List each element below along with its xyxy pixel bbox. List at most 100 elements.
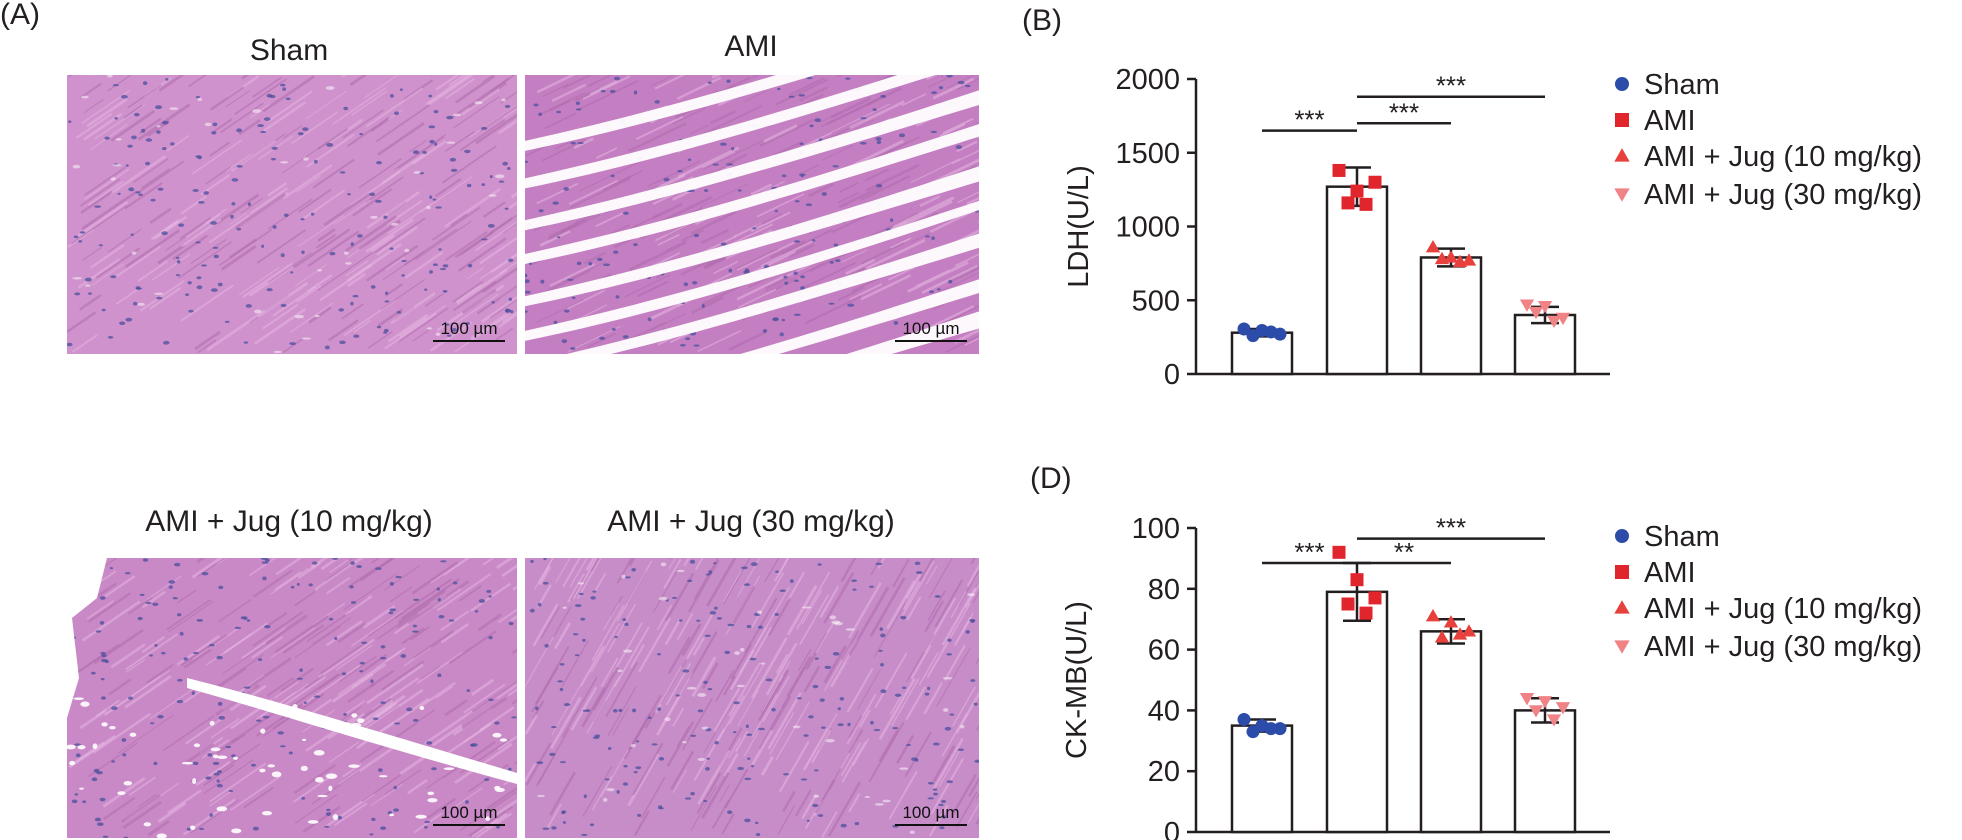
panel-a-letter: (A): [0, 0, 40, 31]
histology-image-sham: 100 µm: [67, 75, 517, 354]
data-point: [1555, 702, 1571, 715]
data-point: [1359, 606, 1373, 620]
image-title-ami: AMI: [724, 30, 778, 63]
y-tick-label: 0: [1164, 359, 1180, 391]
data-point: [1350, 184, 1364, 198]
bar: [1325, 590, 1389, 834]
y-tick-label: 0: [1164, 817, 1180, 840]
panel-letter: (B): [1022, 4, 1062, 37]
significance-label: ***: [1389, 97, 1419, 127]
data-point: [1452, 627, 1468, 640]
data-point: [1264, 325, 1278, 339]
data-point: [1434, 251, 1450, 265]
image-title-jug10: AMI + Jug (10 mg/kg): [145, 505, 433, 538]
bar: [1419, 630, 1483, 834]
y-tick-label: 40: [1148, 695, 1180, 727]
histology-image-jug10: 100 µm: [67, 558, 517, 838]
data-point: [1425, 240, 1441, 253]
data-point: [1519, 299, 1535, 312]
bar: [1325, 185, 1389, 376]
data-point: [1537, 300, 1553, 314]
scale-bar-label: 100 µm: [440, 319, 498, 338]
legend-marker: [1615, 113, 1629, 127]
image-title-jug30: AMI + Jug (30 mg/kg): [607, 505, 895, 538]
data-point: [1368, 175, 1382, 189]
legend-label: AMI: [1644, 557, 1696, 589]
bar: [1513, 313, 1577, 376]
scale-bar-label: 100 µm: [902, 319, 960, 338]
data-point: [1341, 597, 1355, 611]
data-point: [1425, 609, 1441, 622]
legend-marker: [1614, 148, 1630, 162]
y-tick-label: 80: [1148, 574, 1180, 606]
data-point: [1341, 196, 1355, 210]
data-point: [1528, 705, 1544, 718]
tissue-texture: [67, 558, 517, 838]
scale-bar-label: 100 µm: [902, 803, 960, 822]
data-point: [1461, 624, 1477, 637]
data-point: [1519, 693, 1535, 706]
data-point: [1246, 329, 1260, 343]
scale-bar: 100 µm: [433, 804, 505, 826]
scale-bar: 100 µm: [895, 320, 967, 342]
legend-label: Sham: [1644, 521, 1720, 553]
data-point: [1546, 315, 1562, 329]
data-point: [1537, 696, 1553, 709]
y-axis-label: CK-MB(U/L): [1061, 601, 1093, 759]
data-point: [1452, 254, 1468, 268]
y-tick-label: 1000: [1115, 212, 1180, 244]
data-point: [1264, 722, 1278, 736]
y-tick-label: 60: [1148, 635, 1180, 667]
bar: [1513, 709, 1577, 834]
data-point: [1443, 615, 1459, 628]
data-point: [1350, 573, 1364, 587]
data-point: [1528, 306, 1544, 320]
legend-marker: [1615, 77, 1629, 91]
bar: [1230, 724, 1294, 834]
data-point: [1546, 714, 1562, 727]
tissue-texture: [67, 75, 517, 354]
significance-label: **: [1394, 537, 1414, 567]
significance-label: ***: [1294, 537, 1324, 567]
legend-label: AMI + Jug (30 mg/kg): [1644, 179, 1922, 211]
tissue-texture: [525, 558, 979, 838]
histology-image-jug30: 100 µm: [525, 558, 979, 838]
data-point: [1368, 591, 1382, 605]
chart-ldh: (B) 0 500 1000 1500 2000 LDH(U/L) *** *** *** Sham…: [1022, 4, 1922, 391]
scale-bar: 100 µm: [433, 320, 505, 342]
legend-marker: [1615, 529, 1629, 543]
y-axis-label: LDH(U/L): [1063, 165, 1095, 287]
data-point: [1273, 722, 1287, 736]
data-point: [1246, 725, 1260, 739]
scale-bar-label: 100 µm: [440, 803, 498, 822]
y-tick-label: 20: [1148, 756, 1180, 788]
significance-label: ***: [1436, 71, 1466, 101]
legend-marker: [1614, 600, 1630, 614]
data-point: [1332, 163, 1346, 177]
legend-label: AMI: [1644, 105, 1696, 137]
scale-bar: 100 µm: [895, 804, 967, 826]
data-point: [1237, 713, 1251, 727]
significance-label: ***: [1294, 105, 1324, 135]
legend-label: AMI + Jug (10 mg/kg): [1644, 141, 1922, 173]
bar: [1419, 256, 1483, 376]
legend-label: Sham: [1644, 69, 1720, 101]
data-point: [1332, 545, 1346, 559]
legend-label: AMI + Jug (30 mg/kg): [1644, 631, 1922, 663]
data-point: [1434, 630, 1450, 643]
legend-marker: [1615, 565, 1629, 579]
data-point: [1359, 197, 1373, 211]
image-title-sham: Sham: [249, 34, 329, 67]
panel-letter: (D): [1030, 462, 1072, 495]
tissue-texture: [525, 75, 979, 354]
significance-label: ***: [1436, 513, 1466, 543]
legend-marker: [1614, 640, 1630, 654]
data-point: [1237, 322, 1251, 336]
y-tick-label: 100: [1132, 513, 1180, 545]
y-tick-label: 1500: [1115, 138, 1180, 170]
data-point: [1461, 253, 1477, 266]
data-point: [1443, 250, 1459, 263]
y-tick-label: 2000: [1115, 64, 1180, 96]
